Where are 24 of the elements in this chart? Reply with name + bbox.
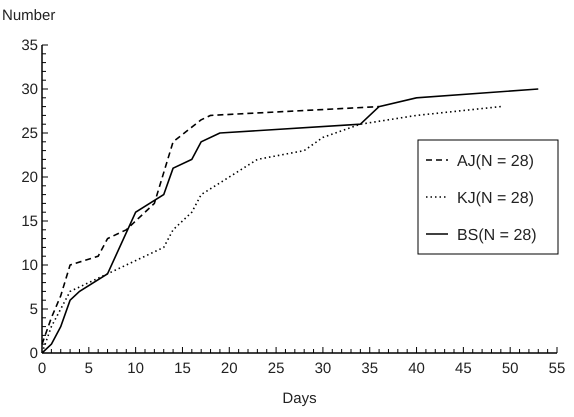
x-tick-label: 40 — [408, 360, 425, 377]
x-tick-label: 10 — [127, 360, 144, 377]
y-tick-label: 15 — [21, 213, 38, 230]
legend-label: AJ(N = 28) — [457, 153, 534, 170]
x-axis-title: Days — [282, 390, 317, 407]
x-tick-label: 20 — [220, 360, 238, 377]
y-tick-label: 0 — [30, 345, 38, 362]
y-tick-label: 5 — [30, 301, 38, 318]
y-tick-label: 25 — [21, 125, 38, 142]
y-axis-title: Number — [2, 7, 56, 24]
x-tick-label: 15 — [174, 360, 191, 377]
y-tick-label: 10 — [21, 257, 38, 274]
x-tick-label: 30 — [314, 360, 332, 377]
legend-label: BS(N = 28) — [457, 227, 537, 244]
x-tick-label: 50 — [502, 360, 519, 377]
y-tick-label: 35 — [21, 37, 38, 54]
x-tick-label: 35 — [361, 360, 378, 377]
legend-label: KJ(N = 28) — [457, 190, 534, 207]
y-tick-label: 20 — [21, 169, 38, 186]
y-tick-label: 30 — [21, 81, 38, 98]
x-tick-label: 25 — [268, 360, 284, 377]
x-tick-label: 55 — [548, 360, 566, 377]
x-tick-label: 45 — [455, 360, 472, 377]
x-tick-label: 5 — [84, 360, 93, 377]
